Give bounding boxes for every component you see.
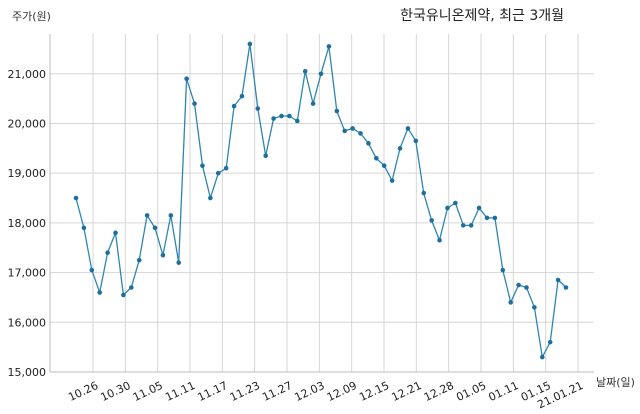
data-point <box>421 190 427 196</box>
data-point <box>144 213 150 218</box>
data-point <box>215 170 221 176</box>
data-point <box>271 116 276 121</box>
x-tick-label: 12.21 <box>390 379 424 404</box>
data-point <box>405 126 411 131</box>
data-point <box>152 225 158 231</box>
data-point <box>326 44 332 49</box>
data-point <box>500 267 506 273</box>
data-point <box>310 101 316 106</box>
x-tick-label: 11.23 <box>228 379 262 404</box>
data-point <box>105 250 110 256</box>
data-point <box>460 223 466 228</box>
x-tick-label: 12.03 <box>293 379 327 404</box>
data-point <box>176 260 182 265</box>
data-point <box>524 285 529 290</box>
data-point <box>358 131 363 136</box>
x-tick-label: 10.30 <box>99 379 133 404</box>
data-point <box>366 141 371 146</box>
data-point <box>563 285 569 290</box>
data-point <box>508 300 513 305</box>
data-point <box>136 257 142 263</box>
data-point <box>318 71 324 77</box>
data-point <box>374 155 379 161</box>
y-tick-label: 15,000 <box>8 366 47 379</box>
data-point <box>516 282 521 288</box>
data-point <box>113 230 118 236</box>
y-tick-label: 17,000 <box>8 267 47 280</box>
data-point <box>255 106 261 111</box>
data-point <box>97 290 103 295</box>
x-tick-label: 10.26 <box>66 379 100 404</box>
data-point <box>397 146 403 151</box>
data-point <box>287 113 292 119</box>
labels: 한국유니온제약, 최근 3개월 주가(원) 날짜(일) <box>12 8 635 389</box>
data-point <box>555 277 561 283</box>
data-point <box>476 205 482 211</box>
x-tick-label: 11.05 <box>131 379 165 404</box>
data-point <box>429 218 434 223</box>
x-tick-label: 12.09 <box>325 379 359 404</box>
series-line <box>75 43 567 360</box>
data-point <box>168 213 174 218</box>
data-point <box>223 165 229 171</box>
y-axis-label: 주가(원) <box>12 10 51 23</box>
data-point <box>484 215 490 221</box>
y-tick-label: 18,000 <box>8 217 47 230</box>
data-point <box>445 205 450 211</box>
data-point <box>468 223 474 228</box>
data-point <box>263 153 268 159</box>
data-point <box>539 354 545 360</box>
data-point <box>231 103 237 109</box>
data-point <box>192 101 197 106</box>
chart-title: 한국유니온제약, 최근 3개월 <box>400 8 564 24</box>
y-tick-label: 19,000 <box>8 167 47 180</box>
y-tick-label: 21,000 <box>8 68 47 81</box>
data-point <box>547 339 553 345</box>
data-point <box>279 113 284 119</box>
data-point <box>129 285 134 290</box>
price-series <box>73 41 569 360</box>
data-point <box>302 68 308 74</box>
x-tick-label: 01.05 <box>454 379 488 404</box>
x-tick-label: 11.27 <box>260 379 294 404</box>
x-tick-label: 11.11 <box>163 379 197 404</box>
data-point <box>73 195 79 201</box>
data-point <box>208 195 213 201</box>
data-point <box>121 292 126 298</box>
x-axis-label: 날짜(일) <box>596 375 635 389</box>
data-point <box>492 215 498 221</box>
data-point <box>389 178 395 183</box>
data-point <box>160 252 166 258</box>
x-tick-label: 12.15 <box>357 379 391 404</box>
data-point <box>239 93 245 99</box>
data-point <box>334 108 340 114</box>
x-tick-label: 01.11 <box>487 379 521 404</box>
y-tick-label: 16,000 <box>8 316 47 329</box>
data-point <box>342 128 348 134</box>
data-point <box>184 76 189 82</box>
x-tick-label: 11.17 <box>196 379 230 404</box>
grid <box>50 34 594 373</box>
data-point <box>413 138 419 144</box>
data-point <box>381 163 387 169</box>
data-point <box>350 126 355 131</box>
data-point <box>294 118 300 124</box>
data-point <box>81 225 87 231</box>
data-point <box>247 41 253 47</box>
data-point <box>453 200 458 206</box>
data-point <box>89 267 95 273</box>
data-point <box>532 305 537 310</box>
x-tick-label: 12.28 <box>422 379 456 404</box>
y-tick-label: 20,000 <box>8 117 47 130</box>
data-point <box>200 163 205 169</box>
data-point <box>437 237 442 243</box>
